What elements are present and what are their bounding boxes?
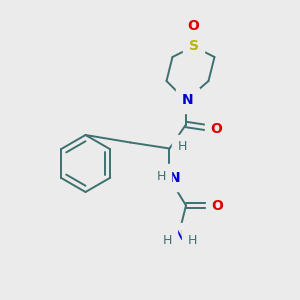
Text: O: O [212,199,224,212]
Text: H: H [187,234,197,248]
Text: H: H [162,234,172,248]
Text: H: H [156,169,166,183]
Text: N: N [182,94,193,107]
Text: H: H [177,140,187,154]
Text: O: O [210,122,222,136]
Text: N: N [169,172,181,185]
Text: S: S [188,39,199,53]
Text: N: N [174,229,186,242]
Text: O: O [188,19,200,32]
